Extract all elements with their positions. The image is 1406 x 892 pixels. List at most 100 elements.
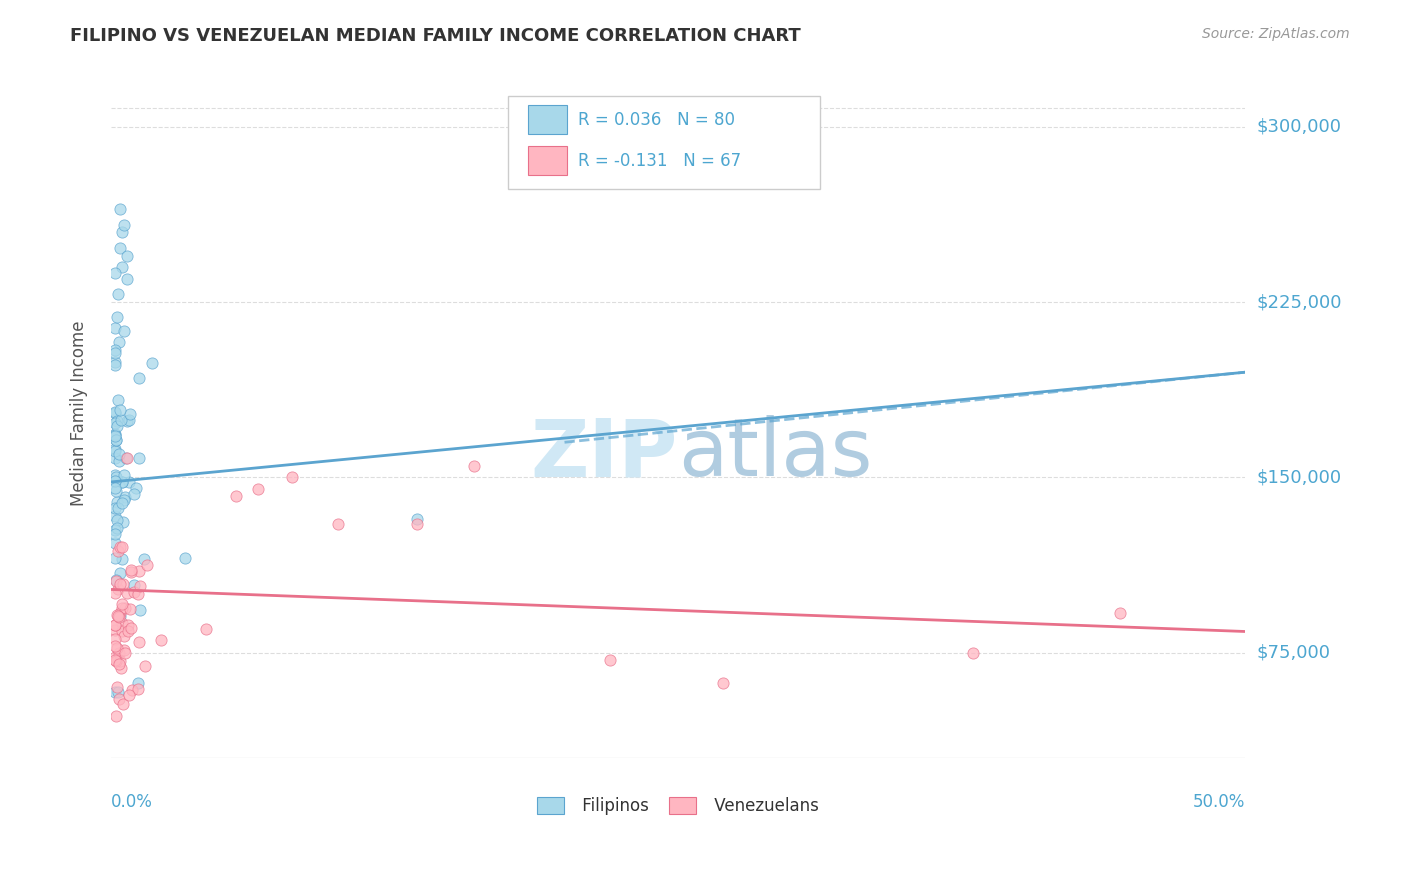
Point xyxy=(108,566,131,581)
Point xyxy=(136,558,159,573)
Point xyxy=(104,482,127,496)
Point xyxy=(107,393,129,408)
Point xyxy=(128,370,150,384)
Point xyxy=(127,587,149,601)
Point xyxy=(104,343,127,358)
Text: $300,000: $300,000 xyxy=(1257,118,1341,136)
Point xyxy=(107,609,129,624)
Point xyxy=(115,272,138,286)
Point xyxy=(107,310,129,325)
Point xyxy=(104,623,127,637)
Point xyxy=(114,601,136,615)
Text: $150,000: $150,000 xyxy=(1257,468,1341,486)
Point xyxy=(107,609,129,624)
Point xyxy=(112,515,135,529)
Point xyxy=(104,358,127,372)
Point xyxy=(104,475,127,489)
Point xyxy=(104,468,127,483)
Point xyxy=(173,550,195,565)
Point xyxy=(104,442,127,456)
Point xyxy=(122,577,145,591)
Point xyxy=(120,621,142,635)
Point xyxy=(326,516,349,531)
Point xyxy=(132,552,155,566)
Point xyxy=(108,402,131,417)
Point xyxy=(104,429,127,443)
Point xyxy=(134,659,156,673)
Point xyxy=(112,492,135,507)
Point xyxy=(105,415,128,429)
Point xyxy=(108,202,131,216)
Point xyxy=(118,475,141,490)
Point xyxy=(118,602,141,616)
Point xyxy=(120,563,142,577)
Point xyxy=(104,653,127,667)
Point xyxy=(107,500,129,515)
Point xyxy=(104,618,127,632)
Text: Median Family Income: Median Family Income xyxy=(70,320,89,506)
Point xyxy=(406,512,429,526)
Point xyxy=(111,597,134,611)
Point xyxy=(105,434,128,448)
Point xyxy=(195,622,218,636)
Text: R = 0.036   N = 80: R = 0.036 N = 80 xyxy=(578,111,735,128)
Point xyxy=(104,526,127,541)
Point xyxy=(104,406,127,420)
Point xyxy=(111,624,134,638)
Point xyxy=(105,654,128,668)
Point xyxy=(104,416,127,430)
Point xyxy=(104,427,127,442)
Point xyxy=(463,458,485,473)
Text: $225,000: $225,000 xyxy=(1257,293,1341,311)
Point xyxy=(128,564,150,578)
FancyBboxPatch shape xyxy=(529,105,567,134)
Point xyxy=(105,513,128,527)
Point xyxy=(107,685,129,699)
Point xyxy=(115,585,138,599)
Point xyxy=(108,447,131,461)
Point xyxy=(111,697,134,711)
Point xyxy=(104,550,127,565)
Point xyxy=(128,603,150,617)
Point xyxy=(111,260,134,274)
Point xyxy=(104,585,127,599)
Point xyxy=(104,345,127,359)
Point xyxy=(599,652,621,666)
Point xyxy=(110,413,132,427)
Point xyxy=(247,482,270,496)
Point xyxy=(112,218,135,232)
Point xyxy=(107,287,129,301)
Point xyxy=(117,618,139,632)
Point xyxy=(104,632,127,647)
Point xyxy=(111,475,134,490)
Text: 50.0%: 50.0% xyxy=(1192,793,1246,811)
Point xyxy=(104,428,127,442)
Point xyxy=(111,601,134,615)
Point xyxy=(105,483,128,498)
Point xyxy=(108,657,131,672)
Text: R = -0.131   N = 67: R = -0.131 N = 67 xyxy=(578,152,741,169)
Point xyxy=(104,523,127,537)
Point xyxy=(122,585,145,599)
Point xyxy=(104,355,127,369)
Point xyxy=(107,334,129,349)
Point xyxy=(104,500,127,515)
Point xyxy=(124,486,146,500)
Point xyxy=(124,481,146,495)
FancyBboxPatch shape xyxy=(508,96,820,189)
Point xyxy=(108,654,131,668)
Point xyxy=(121,683,143,698)
Point xyxy=(129,579,152,593)
Point xyxy=(108,576,131,591)
Point xyxy=(111,225,134,239)
Point xyxy=(104,685,127,699)
Point xyxy=(118,688,141,702)
Point xyxy=(104,451,127,466)
Point xyxy=(104,618,127,632)
Point xyxy=(112,643,135,657)
Point xyxy=(127,681,149,696)
Point xyxy=(115,414,138,428)
Point xyxy=(127,676,149,690)
Point xyxy=(105,521,128,535)
Point xyxy=(104,639,127,653)
